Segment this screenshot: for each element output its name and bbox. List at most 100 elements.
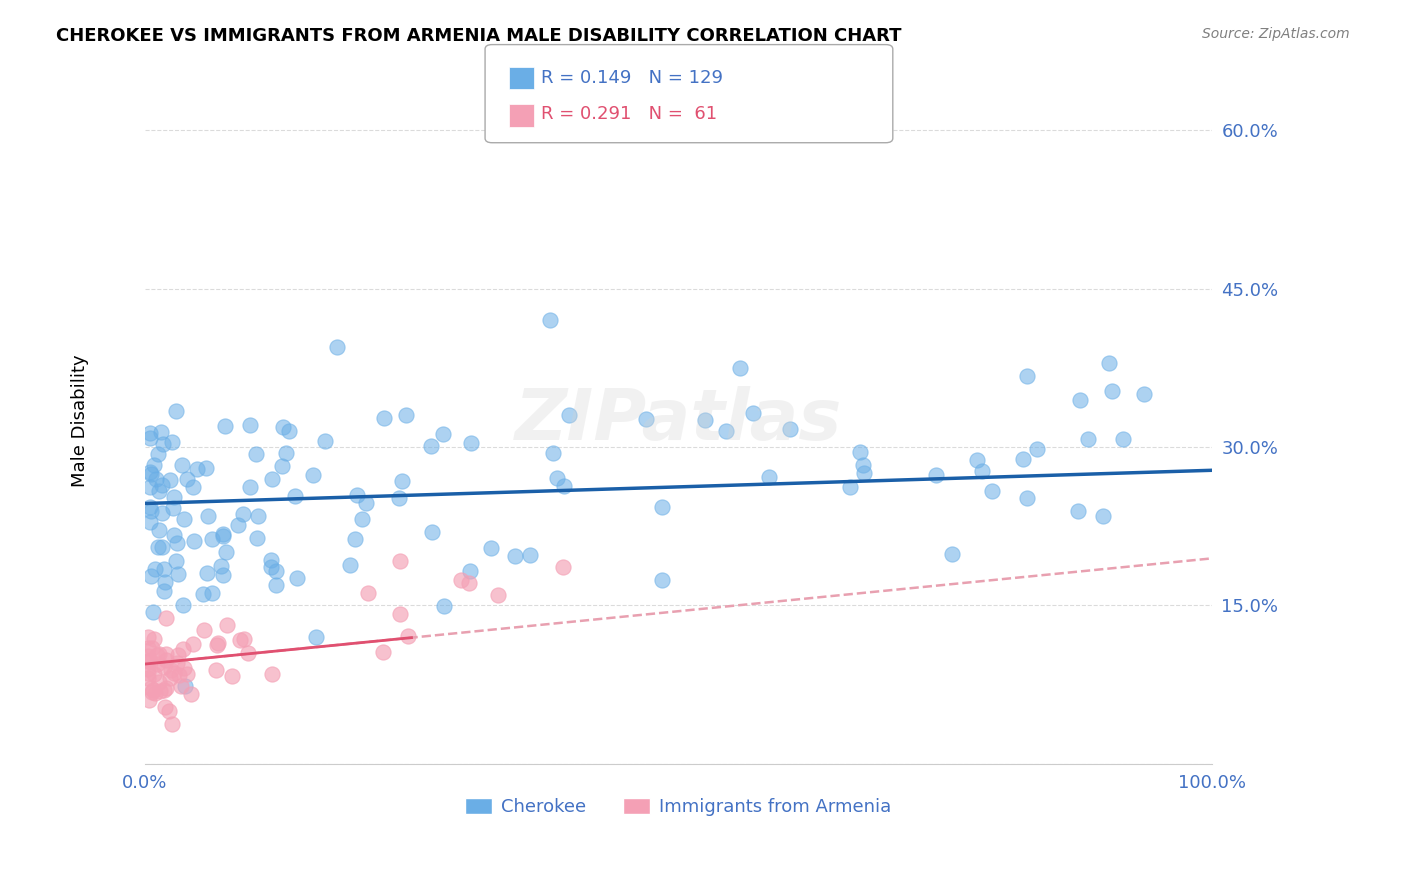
Point xyxy=(373,411,395,425)
Point xyxy=(142,458,165,472)
Point xyxy=(271,420,294,434)
Point xyxy=(651,573,673,587)
Point xyxy=(195,460,218,475)
Point xyxy=(395,409,418,423)
Point xyxy=(274,445,297,459)
Point xyxy=(1069,393,1091,408)
Point xyxy=(163,528,186,542)
Point xyxy=(211,529,233,543)
Text: R = 0.149   N = 129: R = 0.149 N = 129 xyxy=(541,70,723,87)
Point xyxy=(172,458,194,472)
Point xyxy=(264,564,287,578)
Point xyxy=(239,417,262,432)
Point xyxy=(742,405,765,419)
Point xyxy=(779,422,801,436)
Point xyxy=(326,340,349,354)
Point xyxy=(153,700,176,714)
Point xyxy=(141,681,163,695)
Point xyxy=(357,586,380,600)
Point xyxy=(260,560,283,574)
Point xyxy=(148,524,170,538)
Point xyxy=(314,434,336,448)
Point xyxy=(238,480,260,494)
Point xyxy=(155,652,177,666)
Text: ZIPatlas: ZIPatlas xyxy=(515,386,842,455)
Point xyxy=(176,472,198,486)
Point xyxy=(966,453,988,467)
Point xyxy=(270,459,292,474)
Point xyxy=(145,657,167,672)
Point xyxy=(852,467,875,481)
Point xyxy=(458,575,481,590)
Point xyxy=(229,633,252,648)
Point xyxy=(1015,368,1038,383)
Point xyxy=(136,671,159,685)
Point xyxy=(839,480,862,494)
Point xyxy=(136,662,159,676)
Point xyxy=(152,584,174,599)
Point xyxy=(141,467,163,481)
Point xyxy=(396,629,419,643)
Point xyxy=(169,679,191,693)
Text: CHEROKEE VS IMMIGRANTS FROM ARMENIA MALE DISABILITY CORRELATION CHART: CHEROKEE VS IMMIGRANTS FROM ARMENIA MALE… xyxy=(56,27,901,45)
Point xyxy=(851,458,873,473)
Point xyxy=(139,655,162,669)
Point xyxy=(260,667,283,681)
Point xyxy=(519,548,541,562)
Point xyxy=(264,577,287,591)
Point xyxy=(214,545,236,559)
Point xyxy=(139,425,162,440)
Point xyxy=(166,657,188,671)
Point xyxy=(142,632,165,646)
Point xyxy=(139,569,162,583)
Point xyxy=(1017,491,1039,505)
Point xyxy=(155,648,177,662)
Point xyxy=(166,536,188,550)
Point xyxy=(373,645,395,659)
Point xyxy=(848,445,870,459)
Point xyxy=(155,611,177,625)
Point xyxy=(160,717,183,731)
Point xyxy=(1077,432,1099,446)
Point xyxy=(162,665,184,680)
Point xyxy=(217,618,239,632)
Point xyxy=(211,527,233,541)
Point xyxy=(150,540,173,554)
Point xyxy=(139,500,162,514)
Point xyxy=(558,408,581,422)
Point xyxy=(141,504,163,518)
Point xyxy=(214,419,236,434)
Point xyxy=(139,465,162,479)
Point xyxy=(389,607,412,621)
Point xyxy=(391,475,413,489)
Point xyxy=(159,473,181,487)
Point xyxy=(226,517,249,532)
Point xyxy=(553,479,575,493)
Point xyxy=(157,704,180,718)
Point xyxy=(149,425,172,439)
Point xyxy=(285,571,308,585)
Point xyxy=(165,403,187,417)
Point xyxy=(149,684,172,698)
Point xyxy=(758,470,780,484)
Point xyxy=(167,566,190,581)
Point xyxy=(191,587,214,601)
Point xyxy=(186,461,208,475)
Point xyxy=(148,674,170,689)
Point xyxy=(150,506,173,520)
Point xyxy=(153,562,176,576)
Point xyxy=(153,660,176,674)
Point xyxy=(419,439,441,453)
Point xyxy=(136,630,159,644)
Point xyxy=(143,686,166,700)
Point xyxy=(180,687,202,701)
Point xyxy=(145,648,167,662)
Point xyxy=(139,515,162,529)
Point xyxy=(139,431,162,445)
Point xyxy=(305,630,328,644)
Point xyxy=(150,477,173,491)
Point xyxy=(1101,384,1123,399)
Point xyxy=(145,472,167,486)
Point xyxy=(159,672,181,686)
Point xyxy=(165,553,187,567)
